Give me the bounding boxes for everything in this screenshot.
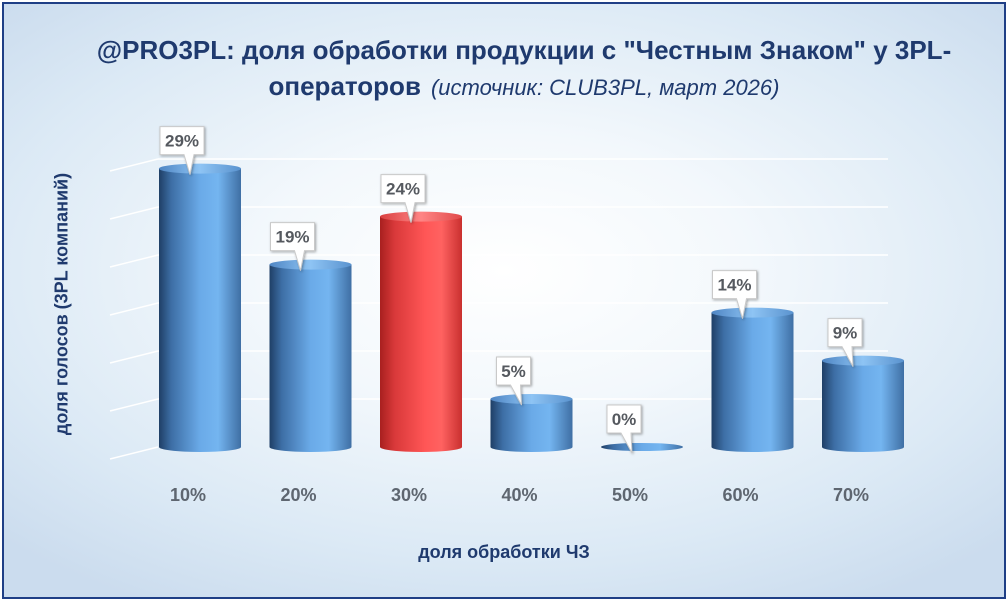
bar-50pct [601,443,683,451]
bar-10pct [159,163,241,452]
x-tick-label: 20% [280,485,316,505]
x-tick-labels: 10% 20% 30% 40% 50% 60% 70% [170,485,869,505]
grid-line-depth [109,302,159,316]
bar-chart: 10% 20% 30% 40% 50% 60% 70% 29% 19% 24% 5% 0% 14% 9% [109,126,904,505]
data-label-callout: 19% [270,222,315,271]
bar-cap [601,443,683,451]
grid-line-depth [109,206,159,220]
bar-60pct [711,307,794,452]
data-label-callout: 0% [606,404,642,454]
data-label: 9% [833,324,858,343]
data-label: 0% [612,410,637,429]
chart-title-brand: @PRO3PL [96,35,227,65]
bar-cap [490,394,573,404]
grid-line-depth [109,446,159,460]
bar-70pct [822,355,904,452]
bar-cap [159,163,241,174]
chart-title-source: (источник: CLUB3PL, март 2026) [430,75,780,100]
data-label-callout: 24% [380,174,426,223]
grid-line-depth [109,254,159,268]
bar-20pct [269,259,352,452]
grid-line-depth [109,398,159,412]
bars [159,163,904,452]
bar-cap [822,355,904,366]
bar-30pct [380,211,462,452]
data-label: 14% [717,276,751,295]
callout-box [270,222,315,271]
grid-line-depth [109,158,159,172]
x-tick-label: 60% [722,485,758,505]
x-tick-label: 30% [391,485,427,505]
callout-box [159,126,205,175]
bar-body [490,399,573,452]
bar-body [822,360,904,452]
data-label-callout: 29% [159,126,205,175]
data-label: 5% [501,362,526,381]
bar-cap [380,211,462,222]
x-tick-label: 10% [170,485,206,505]
chart-title: @PRO3PL: доля обработки продукции с "Чес… [64,32,984,106]
x-axis-label: доля обработки ЧЗ [418,542,590,562]
data-labels: 29% 19% 24% 5% 0% 14% 9% [159,126,863,454]
callout-box [827,318,863,367]
data-label: 19% [275,228,309,247]
bar-body [269,264,352,452]
data-label: 29% [165,132,199,151]
bar-cap [269,259,352,270]
bar-cap [711,307,794,318]
callout-box [712,270,757,319]
grid-line-depth [109,350,159,364]
x-tick-label: 50% [612,485,648,505]
bar-40pct [490,394,573,452]
x-tick-label: 40% [501,485,537,505]
callout-box [606,404,642,454]
data-label: 24% [386,180,420,199]
data-label-callout: 5% [496,356,531,406]
callout-box [496,356,531,406]
bar-body [159,168,241,452]
bar-body [711,312,794,452]
data-label-callout: 14% [712,270,757,319]
callout-box [380,174,426,223]
x-tick-label: 70% [833,485,869,505]
bar-body [380,216,462,452]
chart-title-main: : доля обработки продукции с "Честным Зн… [226,35,952,101]
data-label-callout: 9% [827,318,863,367]
